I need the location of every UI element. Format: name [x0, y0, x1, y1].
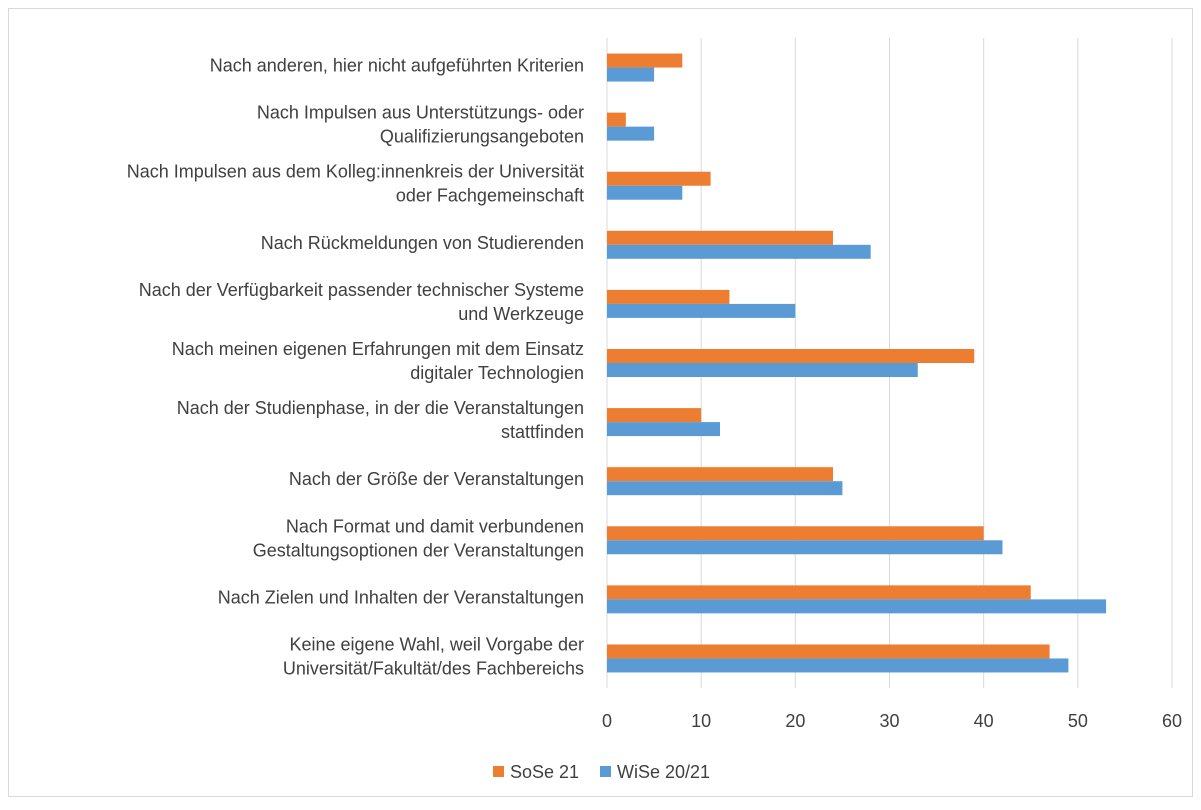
y-tick-label: Nach Format und damit verbundenen Gestalt… [253, 516, 584, 560]
y-tick-label: Nach Impulsen aus dem Kolleg:innenkreis … [127, 161, 584, 205]
bar [607, 126, 655, 141]
bar [607, 585, 1031, 600]
legend-label: WiSe 20/21 [617, 762, 710, 782]
bar [607, 171, 711, 186]
y-tick-label-line: Nach Format und damit verbundenen [286, 516, 584, 536]
bar [607, 467, 833, 482]
legend-label: SoSe 21 [510, 762, 579, 782]
y-tick-label-line: Qualifizierungsangeboten [380, 126, 584, 146]
y-tick-label-line: Nach Rückmeldungen von Studierenden [261, 233, 584, 253]
y-tick-label: Nach Zielen und Inhalten der Veranstaltu… [218, 587, 584, 607]
bar [607, 599, 1107, 614]
y-tick-label: Keine eigene Wahl, weil Vorgabe der Unive… [283, 634, 584, 678]
y-tick-label: Nach anderen, hier nicht aufgeführten Kr… [210, 55, 584, 75]
y-tick-label-line: Nach Impulsen aus dem Kolleg:innenkreis … [127, 161, 584, 181]
y-tick-label-line: Nach der Größe der Veranstaltungen [289, 469, 584, 489]
bar [607, 644, 1050, 659]
bar [607, 289, 730, 304]
y-tick-label-line: Nach Impulsen aus Unterstützungs- oder [257, 102, 584, 122]
y-tick-label-line: Gestaltungsoptionen der Veranstaltungen [253, 540, 584, 560]
bar [607, 67, 655, 82]
x-tick-label: 40 [974, 711, 994, 731]
y-tick-label-line: stattfinden [501, 422, 584, 442]
y-tick-label-line: Nach der Verfügbarkeit passender technis… [139, 280, 584, 300]
y-tick-label-line: digitaler Technologien [410, 363, 584, 383]
y-tick-label-line: oder Fachgemeinschaft [396, 185, 584, 205]
x-tick-label: 0 [602, 711, 612, 731]
x-tick-label: 50 [1068, 711, 1088, 731]
x-tick-label: 10 [691, 711, 711, 731]
x-tick-label: 60 [1162, 711, 1182, 731]
bar [607, 303, 796, 318]
y-tick-label-line: Nach anderen, hier nicht aufgeführten Kr… [210, 55, 584, 75]
y-tick-label-line: Universität/Fakultät/des Fachbereichs [283, 658, 584, 678]
bar [607, 408, 702, 423]
bar [607, 422, 720, 437]
y-tick-label-line: Nach meinen eigenen Erfahrungen mit dem … [172, 339, 584, 359]
bar [607, 244, 871, 259]
y-tick-label-line: und Werkzeuge [458, 304, 584, 324]
y-tick-label: Nach Rückmeldungen von Studierenden [261, 233, 584, 253]
y-tick-label-line: Keine eigene Wahl, weil Vorgabe der [289, 634, 584, 654]
bar [607, 53, 683, 68]
bar [607, 185, 683, 200]
bar [607, 349, 975, 363]
bar [607, 526, 984, 541]
y-tick-label: Nach meinen eigenen Erfahrungen mit dem … [172, 339, 584, 383]
y-tick-label: Nach Impulsen aus Unterstützungs- oder Qu… [257, 102, 584, 146]
bar [607, 230, 833, 245]
bar [607, 363, 918, 377]
bar [607, 112, 626, 127]
x-tick-label: 30 [879, 711, 899, 731]
y-tick-label: Nach der Studienphase, in der die Verans… [177, 398, 584, 442]
y-tick-label-line: Nach der Studienphase, in der die Verans… [177, 398, 584, 418]
legend-swatch [493, 766, 504, 777]
bar [607, 540, 1003, 555]
bar [607, 481, 843, 496]
x-tick-label: 20 [785, 711, 805, 731]
y-tick-label: Nach der Größe der Veranstaltungen [289, 469, 584, 489]
y-tick-label-line: Nach Zielen und Inhalten der Veranstaltu… [218, 587, 584, 607]
y-tick-label: Nach der Verfügbarkeit passender technis… [139, 280, 584, 324]
bar [607, 658, 1069, 673]
legend-swatch [600, 766, 611, 777]
